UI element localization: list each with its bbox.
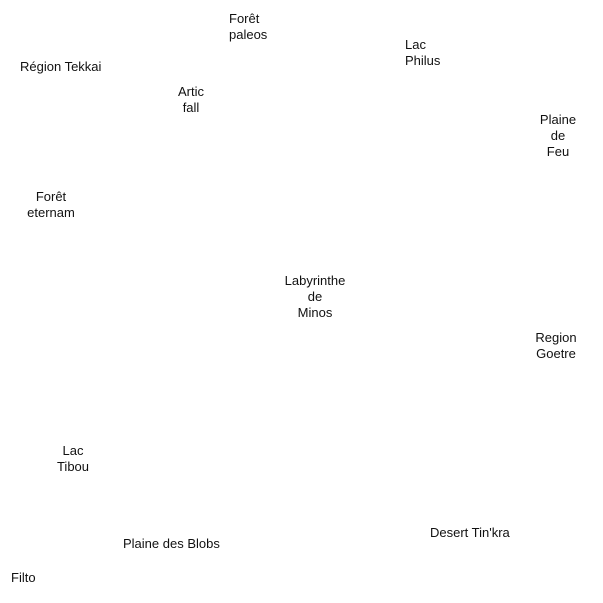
place-label-line: Philus xyxy=(405,53,441,68)
place-label-line: Region xyxy=(535,330,577,345)
place-labyrinthe-de-minos[interactable]: Labyrinthe de Minos xyxy=(281,273,349,321)
place-label-line: paleos xyxy=(229,27,268,42)
place-lac-tibou[interactable]: Lac Tibou xyxy=(53,443,93,475)
place-label-line: Plaine des Blobs xyxy=(123,536,220,551)
place-label-line: Goetre xyxy=(536,346,576,361)
place-label-line: Lac xyxy=(62,443,84,458)
place-label-line: Région Tekkai xyxy=(20,59,102,74)
place-label-line: Minos xyxy=(297,305,333,320)
place-label-line: Forêt xyxy=(229,11,260,26)
place-lac-philus[interactable]: Lac Philus xyxy=(405,37,440,69)
place-label-line: Filto xyxy=(11,570,36,585)
place-label-line: Plaine xyxy=(539,112,577,127)
place-desert-tinkra[interactable]: Desert Tin'kra xyxy=(430,525,510,541)
place-plaine-des-blobs[interactable]: Plaine des Blobs xyxy=(123,536,220,552)
place-label-line: Artic xyxy=(178,84,204,99)
place-label-line: Lac xyxy=(405,37,426,52)
place-label-line: de xyxy=(307,289,323,304)
place-label-line: Feu xyxy=(546,144,570,159)
place-region-tekkai[interactable]: Région Tekkai xyxy=(20,59,101,75)
place-foret-eternam[interactable]: Forêt eternam xyxy=(22,189,80,221)
place-region-goetre[interactable]: Region Goetre xyxy=(533,330,579,362)
place-filto[interactable]: Filto xyxy=(11,570,36,586)
place-label-line: fall xyxy=(182,100,200,115)
place-plaine-de-feu[interactable]: Plaine de Feu xyxy=(535,112,581,160)
place-label-line: Labyrinthe xyxy=(284,273,346,288)
place-artic-fall[interactable]: Artic fall xyxy=(171,84,211,116)
place-label-line: de xyxy=(550,128,566,143)
place-label-line: Desert Tin'kra xyxy=(430,525,510,540)
place-foret-paleos[interactable]: Forêt paleos xyxy=(229,11,267,43)
place-label-line: Forêt xyxy=(35,189,67,204)
place-label-line: eternam xyxy=(27,205,75,220)
place-label-line: Tibou xyxy=(56,459,90,474)
